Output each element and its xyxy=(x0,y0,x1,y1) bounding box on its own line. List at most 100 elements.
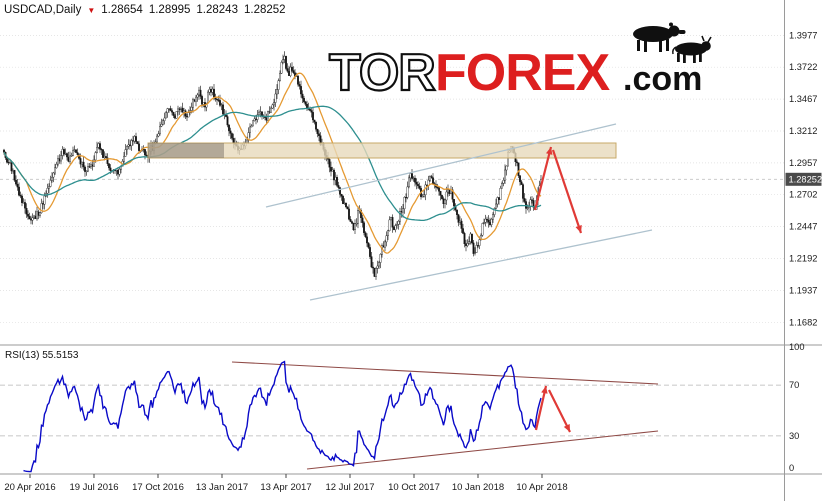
candle-body xyxy=(250,125,253,128)
candle-body xyxy=(474,252,476,254)
candle-body xyxy=(466,243,469,246)
candle-body xyxy=(7,161,10,164)
rsi-arrow-up-head xyxy=(541,386,548,394)
candle-body xyxy=(157,133,160,137)
candle-body xyxy=(523,198,526,202)
price-axis-label: 1.1682 xyxy=(789,317,817,327)
candle-body xyxy=(55,163,58,169)
candle-body xyxy=(181,107,184,113)
candle-body xyxy=(172,111,175,116)
candle-body xyxy=(526,207,529,209)
quote-low: 1.28243 xyxy=(196,4,238,16)
candle-body xyxy=(313,119,316,123)
time-axis-label: 10 Apr 2018 xyxy=(516,482,567,493)
candle-body xyxy=(9,162,11,164)
price-axis-label: 1.3722 xyxy=(789,62,817,72)
time-axis-label: 17 Oct 2016 xyxy=(132,482,184,493)
candle-body xyxy=(118,168,121,175)
candle-body xyxy=(367,242,370,248)
candle-body xyxy=(117,169,119,175)
candle-body xyxy=(25,207,28,215)
candle-body xyxy=(30,218,32,221)
quote-bar: USDCAD,Daily ▼ 1.28654 1.28995 1.28243 1.2825… xyxy=(4,4,292,16)
candle-body xyxy=(183,110,185,113)
candle-body xyxy=(505,165,508,171)
candle-body xyxy=(490,219,493,226)
current-price-badge xyxy=(785,172,822,186)
candle-body xyxy=(502,179,505,184)
candle-body xyxy=(498,197,500,200)
candle-body xyxy=(124,149,127,157)
candle-body xyxy=(388,219,391,231)
candle-body xyxy=(51,176,53,181)
candle-body xyxy=(409,173,412,179)
candle-body xyxy=(279,73,281,81)
candle-body xyxy=(186,116,188,118)
candle-body xyxy=(411,173,413,179)
candle-body xyxy=(334,176,337,181)
candle-body xyxy=(100,148,103,151)
candle-body xyxy=(102,149,104,158)
candle-body xyxy=(517,162,520,176)
time-axis-label: 13 Apr 2017 xyxy=(260,482,311,493)
candle-body xyxy=(94,152,97,161)
candle-body xyxy=(175,111,178,119)
quote-open: 1.28654 xyxy=(101,4,143,16)
candle-body xyxy=(46,187,49,194)
candle-body xyxy=(390,217,392,221)
candle-body xyxy=(57,158,59,165)
candle-body xyxy=(400,210,403,213)
candle-body xyxy=(306,103,308,109)
candle-body xyxy=(3,149,5,153)
wedge-line-lower xyxy=(306,430,659,470)
candle-body xyxy=(472,242,475,254)
candle-body xyxy=(133,136,136,142)
candle-body xyxy=(469,233,472,243)
candle-body xyxy=(453,198,455,207)
rsi-axis-label: 70 xyxy=(789,380,799,390)
candle-body xyxy=(103,156,106,158)
rsi-line xyxy=(23,360,542,473)
torforex-logo-art: TOR FOREX .com xyxy=(328,22,712,103)
candle-body xyxy=(130,140,133,147)
candle-body xyxy=(156,135,158,143)
candle-body xyxy=(10,162,13,172)
candle-body xyxy=(198,89,200,96)
logo-text-tor: TOR xyxy=(329,44,435,100)
candle-body xyxy=(184,110,187,117)
candle-body xyxy=(339,187,341,195)
candle-body xyxy=(484,218,487,223)
candle-body xyxy=(292,70,295,73)
wedge-line-upper xyxy=(231,361,659,385)
candle-body xyxy=(448,189,451,194)
candle-body xyxy=(84,166,86,172)
candle-body xyxy=(222,104,224,115)
candle-body xyxy=(478,239,481,246)
candle-body xyxy=(19,195,22,197)
candle-body xyxy=(61,149,64,156)
candle-body xyxy=(195,96,197,102)
candle-body xyxy=(208,88,211,93)
candle-body xyxy=(207,91,209,104)
candle-body xyxy=(385,235,388,243)
candle-body xyxy=(211,88,214,93)
candle-body xyxy=(445,191,448,201)
candle-body xyxy=(462,228,464,234)
candle-body xyxy=(49,180,52,187)
candle-body xyxy=(132,140,134,142)
candle-body xyxy=(432,177,434,184)
candle-body xyxy=(136,141,139,145)
candle-body xyxy=(277,80,280,90)
rsi-arrow-up-shaft xyxy=(534,385,548,431)
candle-body xyxy=(330,166,332,172)
candle-body xyxy=(69,155,71,162)
candle-body xyxy=(24,202,26,209)
candle-body xyxy=(138,143,140,151)
candle-body xyxy=(516,161,518,164)
candle-body xyxy=(463,233,466,245)
candle-body xyxy=(340,193,343,197)
candle-body xyxy=(487,219,490,223)
candle-body xyxy=(199,89,202,97)
candle-body xyxy=(273,102,275,106)
candle-body xyxy=(37,211,40,216)
